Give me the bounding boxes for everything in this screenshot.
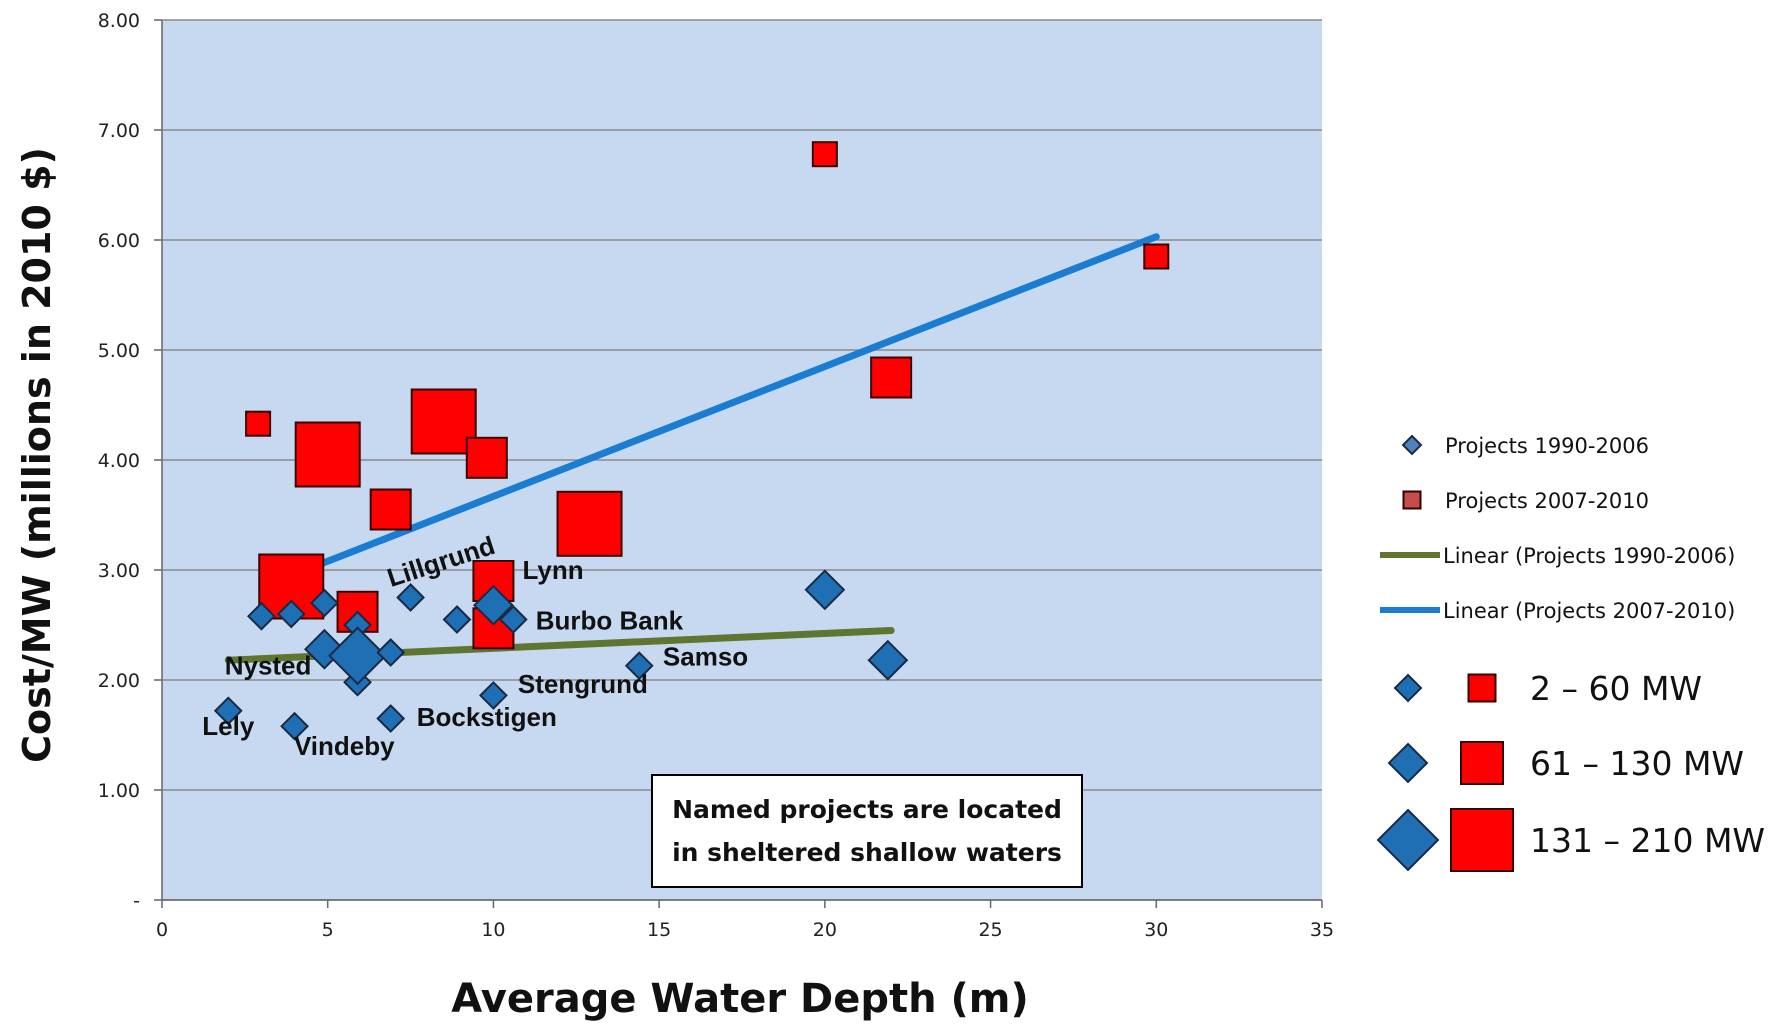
project-label: Samso	[663, 642, 748, 672]
project-label: Lynn	[523, 555, 584, 585]
y-tick-label: 5.00	[98, 340, 140, 362]
legend-size-square	[1460, 741, 1504, 785]
data-point-diamond	[396, 583, 425, 612]
data-point-diamond	[473, 584, 514, 626]
data-point-diamond	[804, 569, 846, 611]
legend-marker-square	[1402, 490, 1422, 510]
trendline	[307, 233, 1160, 572]
data-point-diamond	[624, 651, 654, 681]
data-point-square	[465, 436, 508, 479]
x-axis-title: Average Water Depth (m)	[451, 976, 1028, 1022]
y-tick-label: 7.00	[98, 120, 140, 142]
data-point-diamond	[479, 680, 508, 710]
data-point-diamond	[276, 599, 306, 629]
data-point-diamond	[498, 605, 528, 634]
legend-size-label: 131 – 210 MW	[1530, 821, 1765, 860]
data-point-square	[556, 490, 623, 557]
project-label: Nysted	[225, 651, 312, 681]
project-label: Burbo Bank	[536, 605, 684, 635]
y-tick-label: 1.00	[98, 780, 140, 802]
note-line-1: Named projects are located	[672, 795, 1062, 824]
legend-size-label: 61 – 130 MW	[1530, 744, 1744, 783]
legend: Projects 1990-2006 Projects 2007-2010 Line…	[1376, 434, 1765, 872]
project-label: Stengrund	[518, 669, 648, 699]
x-tick-label: 5	[322, 919, 334, 941]
x-tick-label: 0	[156, 919, 168, 941]
y-tick-label: 8.00	[98, 10, 140, 32]
legend-size-diamond	[1376, 808, 1440, 872]
y-tick-label: 6.00	[98, 230, 140, 252]
data-point-square	[1143, 243, 1170, 270]
y-tick-label: -	[133, 890, 140, 912]
project-label: Vindeby	[294, 731, 395, 761]
legend-marker-diamond	[1401, 434, 1423, 456]
project-label: Bockstigen	[417, 702, 557, 732]
data-point-diamond	[280, 711, 309, 741]
legend-size-diamond	[1393, 673, 1423, 703]
data-point-diamond	[309, 588, 339, 618]
data-point-square	[294, 421, 361, 488]
legend-label: Projects 2007-2010	[1445, 489, 1649, 513]
legend-label: Linear (Projects 2007-2010)	[1443, 599, 1735, 623]
legend-size-diamond	[1387, 742, 1429, 784]
x-tick-label: 25	[978, 919, 1002, 941]
legend-size-square	[1450, 808, 1514, 872]
x-tick-label: 30	[1144, 919, 1168, 941]
note-line-2: in sheltered shallow waters	[672, 838, 1062, 867]
y-tick-label: 4.00	[98, 450, 140, 472]
data-point-diamond	[213, 696, 243, 726]
x-tick-label: 20	[813, 919, 837, 941]
y-tick-label: 3.00	[98, 560, 140, 582]
legend-size-square	[1467, 673, 1497, 703]
x-tick-label: 15	[647, 919, 671, 941]
data-point-diamond	[867, 639, 909, 681]
data-point-square	[811, 141, 838, 168]
data-point-diamond	[376, 638, 406, 667]
data-point-square	[245, 410, 272, 437]
data-point-square	[410, 388, 477, 455]
y-tick-label: 2.00	[98, 670, 140, 692]
data-point-diamond	[328, 626, 387, 686]
note-box: Named projects are located in sheltered …	[651, 774, 1083, 888]
legend-label: Projects 1990-2006	[1445, 434, 1649, 458]
x-tick-label: 35	[1310, 919, 1334, 941]
x-tick-label: 10	[481, 919, 505, 941]
data-point-diamond	[376, 704, 406, 733]
data-point-diamond	[247, 601, 276, 631]
legend-size-label: 2 – 60 MW	[1530, 669, 1702, 708]
data-point-diamond	[442, 605, 472, 634]
project-label: Lely	[202, 711, 255, 741]
data-point-square	[870, 356, 913, 399]
y-axis-title: Cost/MW (millions in 2010 $)	[15, 147, 59, 763]
data-point-square	[369, 488, 412, 531]
legend-label: Linear (Projects 1990-2006)	[1443, 544, 1735, 568]
